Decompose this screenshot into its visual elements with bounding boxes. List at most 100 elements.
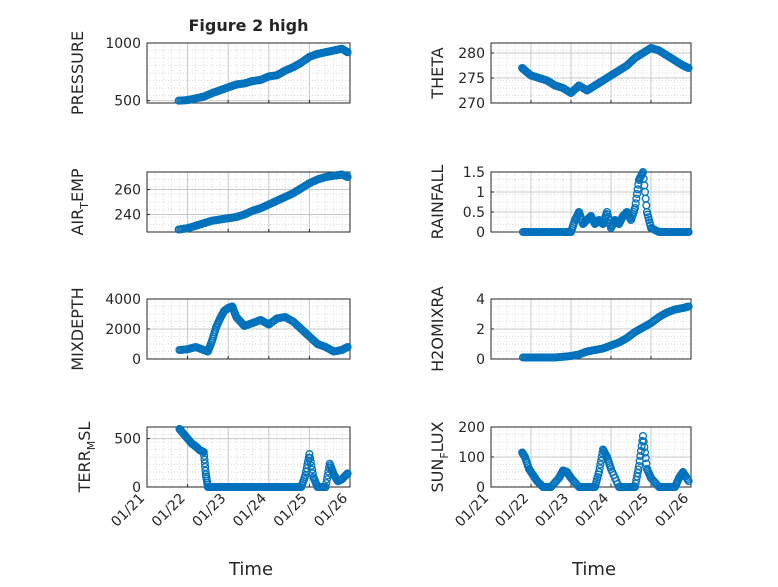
data-point [343,48,352,57]
data-point [639,437,648,446]
data-point [633,185,642,194]
x-tick-label: 01/26 [311,490,351,530]
y-tick-label: 240 [114,208,141,224]
y-tick-label: 1.5 [463,165,485,181]
data-point [341,471,350,480]
data-point [200,459,209,468]
y-axis-label-sub: F [438,452,451,458]
data-point [632,194,641,203]
y-axis-label-main: THETA [428,47,447,99]
data-point [596,460,605,469]
data-point [199,448,208,457]
y-axis-label-end: SL [75,422,94,441]
data-point [200,451,209,460]
y-tick-label: 2 [476,322,485,338]
y-tick-label: 0 [476,225,485,241]
data-point [343,172,352,182]
y-axis-label-main: H2OMIXRA [428,286,447,372]
x-tick-label: 01/22 [492,491,532,531]
x-tick-label: 01/21 [108,491,148,531]
x-tick-label: 01/25 [271,491,311,531]
data-point [343,469,352,478]
axes-box [146,426,351,488]
y-axis-label: H2OMIXRA [428,286,447,372]
y-axis-label: SUNFLUX [428,421,451,492]
data-point [306,453,315,463]
y-axis-label-main: TERR [75,450,94,493]
data-point [322,479,331,488]
data-point [640,448,650,457]
axes-box [146,171,351,233]
y-tick-label: 200 [458,420,485,436]
x-tick-label: 01/22 [149,491,189,531]
x-tick-label: 01/23 [532,491,572,531]
data-point [594,467,604,477]
data-point [634,465,643,474]
data-point [201,462,210,472]
x-tick-label: 01/24 [572,490,612,530]
y-axis-label-end: LUX [428,421,447,452]
data-point [684,63,693,73]
data-point [200,455,209,464]
data-point [595,464,604,473]
data-point [343,342,352,352]
y-tick-label: 500 [114,94,141,110]
y-axis-label-end: EMP [68,168,87,202]
y-tick-label: 0 [476,352,485,368]
subplot-third-left: 0 2000 4000 MIXDEPTH [68,287,352,371]
y-axis-label-sub: M [85,441,98,451]
y-tick-label: 0 [132,352,141,368]
data-point [308,469,317,478]
data-point [641,453,650,463]
y-axis-label: THETA [428,47,447,99]
subplot-top-left: 500 1000 PRESSURE Figure 2 high [68,16,352,115]
y-tick-label: 4 [476,292,485,308]
y-tick-label: 100 [458,450,485,466]
y-axis-label-main: RAINFALL [428,165,447,240]
y-axis-label: PRESSURE [68,31,87,115]
y-axis-label: AIRTEMP [68,168,91,235]
data-point [308,465,317,474]
data-point [632,189,642,199]
x-tick-label: 01/21 [452,491,492,531]
axes-box [146,42,351,104]
data-point [684,476,693,486]
y-tick-label: 0.5 [463,205,485,221]
axes-box [490,171,692,233]
y-axis-label-sub: T [78,202,91,210]
y-axis-label: MIXDEPTH [68,287,87,370]
subplot-top-right: 270 275 280 THETA [428,42,693,112]
subplot-bottom-right: 0 100 200 01/21 01/22 01/23 01/24 01/25 01/26 SUN… [428,420,693,531]
data-point [306,457,315,466]
axes-box [490,42,692,104]
data-point [634,461,644,471]
y-tick-label: 0 [476,480,485,496]
x-tick-label: 01/26 [652,490,692,530]
data-point [307,461,316,470]
subplot-second-right: 0 0.5 1 1.5 RAINFALL [428,165,693,241]
data-point [321,482,330,492]
y-tick-label: 2000 [105,322,141,338]
y-tick-label: 280 [458,46,485,62]
data-point [201,466,210,475]
x-axis-label-left: Time [228,559,273,580]
subplot-third-right: 0 2 4 H2OMIXRA [428,286,693,372]
y-tick-label: 1 [476,185,485,201]
y-axis-label-main: MIXDEPTH [68,287,87,370]
y-tick-label: 275 [458,71,485,87]
y-axis-label-main: SUN [428,459,447,493]
x-tick-label: 01/23 [190,491,230,531]
y-axis-label: RAINFALL [428,165,447,240]
x-tick-label: 01/24 [230,490,270,530]
x-tick-label: 01/25 [612,491,652,531]
y-axis-label: TERRMSL [75,422,98,494]
y-tick-label: 0 [132,480,141,496]
data-point [631,199,640,208]
y-tick-label: 4000 [105,292,141,308]
y-tick-label: 270 [458,96,485,112]
y-tick-label: 260 [114,183,141,199]
chart-title: Figure 2 high [189,16,309,35]
y-tick-label: 1000 [105,36,141,52]
